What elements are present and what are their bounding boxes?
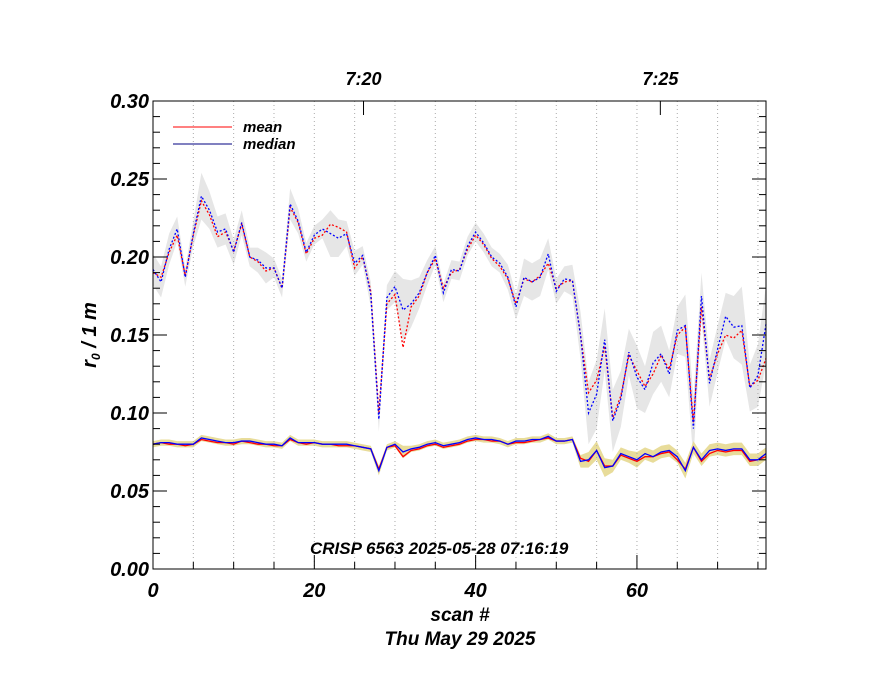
median-upper-line: [152, 194, 767, 429]
mean-lower-line: [152, 437, 767, 471]
upper-spread-band: [153, 172, 766, 460]
y-label-suffix: / 1 m: [79, 302, 101, 353]
y-tick-label: 0.05: [110, 481, 150, 503]
y-label-subscript: 0: [89, 353, 103, 360]
top-axis-time-label: 7:20: [346, 69, 382, 89]
y-tick-label: 0.10: [110, 403, 149, 425]
y-tick-label: 0.30: [110, 91, 149, 113]
y-label-r: r: [79, 359, 101, 368]
y-tick-label: 0.20: [110, 247, 149, 269]
y-tick-label: 0.00: [110, 559, 149, 581]
x-axis-label: scan #: [430, 605, 490, 626]
x-axis-date-label: Thu May 29 2025: [384, 629, 535, 650]
x-tick-label: 0: [147, 580, 158, 602]
median-lower-line: [152, 435, 767, 473]
annotation: CRISP 6563 2025-05-28 07:16:19: [310, 539, 569, 558]
y-tick-label: 0.15: [110, 325, 150, 347]
y-axis-label: r0 / 1 m: [79, 302, 103, 368]
x-tick-label: 40: [464, 580, 487, 602]
x-tick-label: 60: [626, 580, 648, 602]
legend-median-label: median: [243, 136, 296, 153]
legend-mean-label: mean: [243, 119, 282, 136]
legend: mean median: [173, 119, 296, 153]
top-axis-time-label: 7:25: [642, 69, 679, 89]
x-tick-label: 20: [302, 580, 325, 602]
y-tick-label: 0.25: [110, 169, 150, 191]
